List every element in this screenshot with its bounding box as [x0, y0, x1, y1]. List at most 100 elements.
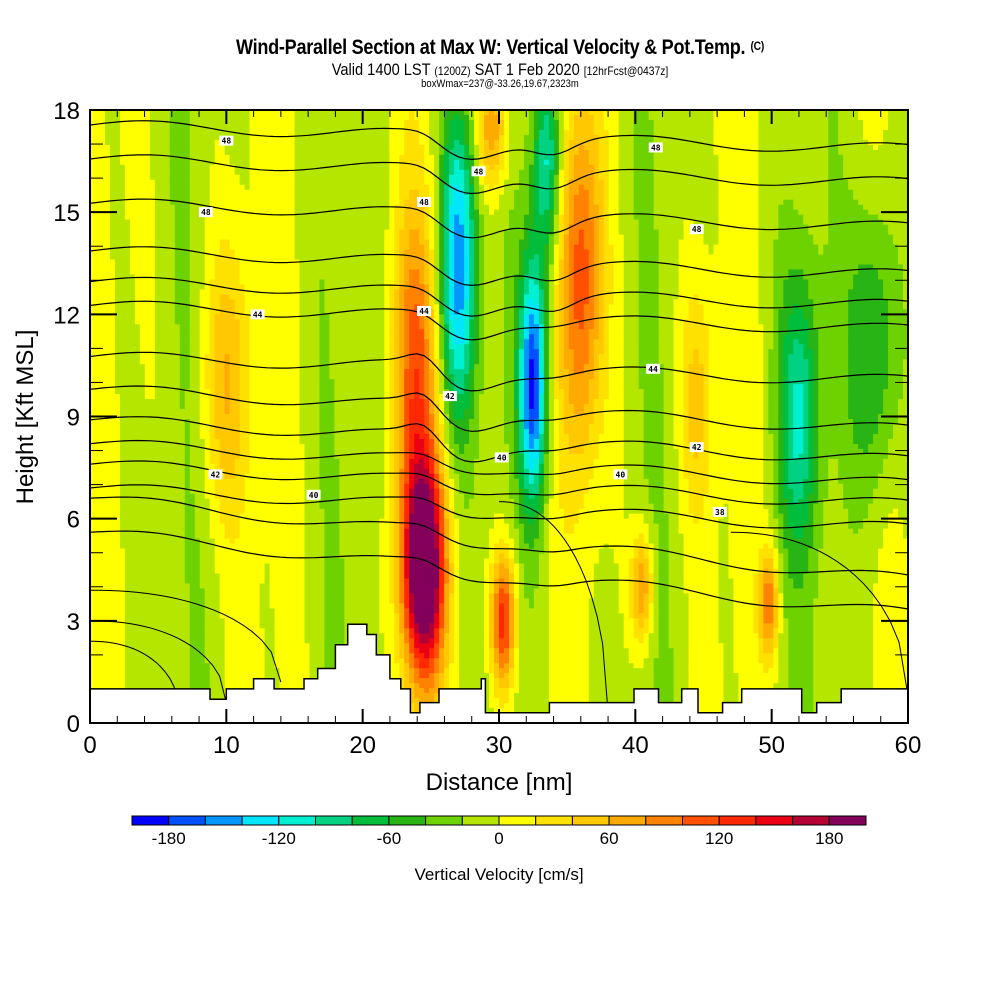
w-field-cell [439, 483, 445, 490]
w-field-cell [553, 309, 560, 315]
w-field-cell [90, 189, 111, 196]
w-field-cell [633, 184, 655, 191]
w-field-cell [449, 438, 455, 445]
w-field-cell [548, 244, 555, 251]
w-field-cell [249, 369, 301, 375]
w-field-cell [384, 354, 390, 360]
w-field-cell [199, 349, 211, 355]
w-field-cell [324, 513, 340, 520]
w-field-cell [883, 279, 904, 286]
w-field-cell [588, 329, 600, 335]
w-field-cell [249, 149, 296, 156]
w-field-cell [319, 438, 335, 445]
w-field-cell [528, 114, 535, 121]
w-field-cell [543, 344, 550, 350]
w-field-cell [643, 548, 650, 555]
w-field-cell [444, 319, 450, 325]
w-field-cell [573, 194, 590, 201]
w-field-cell [513, 354, 520, 360]
w-field-cell [668, 523, 680, 530]
w-field-cell [563, 319, 570, 325]
w-field-cell [543, 289, 550, 295]
w-field-cell [199, 294, 211, 300]
w-field-cell [429, 488, 435, 495]
w-field-cell [598, 553, 615, 560]
w-field-cell [538, 254, 545, 261]
w-field-cell [503, 409, 515, 415]
w-field-cell [778, 314, 789, 320]
w-field-cell [404, 423, 410, 430]
w-field-cell [528, 369, 535, 375]
w-field-cell [319, 503, 340, 510]
w-field-cell [808, 518, 814, 525]
w-field-cell [464, 204, 470, 211]
w-field-cell [124, 184, 156, 191]
w-field-cell [90, 463, 121, 470]
w-field-cell [888, 324, 908, 330]
w-field-cell [823, 508, 849, 515]
w-field-cell [114, 289, 136, 295]
w-field-cell [563, 364, 575, 370]
w-field-cell [903, 274, 908, 281]
w-field-cell [494, 144, 500, 151]
w-field-cell [598, 448, 625, 455]
w-field-cell [808, 329, 819, 335]
w-field-cell [553, 349, 560, 355]
w-field-cell [688, 498, 705, 505]
w-field-cell [563, 149, 570, 156]
w-field-cell [394, 498, 400, 505]
w-field-cell [184, 498, 196, 505]
w-field-cell [728, 558, 759, 565]
w-field-cell [638, 309, 660, 315]
w-field-cell [294, 179, 390, 186]
w-field-cell [888, 349, 908, 355]
w-field-cell [593, 124, 605, 131]
w-field-cell [803, 528, 814, 535]
w-field-cell [389, 110, 410, 116]
w-field-cell [214, 423, 241, 430]
w-field-cell [409, 414, 425, 420]
w-field-cell [513, 344, 520, 350]
w-field-cell [409, 349, 425, 355]
w-field-cell [888, 384, 904, 390]
w-field-cell [508, 478, 520, 485]
w-field-cell [768, 374, 779, 380]
w-field-cell [828, 473, 839, 480]
w-field-cell [558, 369, 570, 375]
w-field-cell [763, 428, 769, 435]
w-field-cell [90, 129, 106, 136]
w-field-cell [658, 553, 670, 560]
w-field-cell [658, 259, 680, 266]
w-field-cell [828, 234, 894, 241]
w-field-cell [778, 488, 784, 495]
w-field-cell [194, 498, 211, 505]
w-field-cell [469, 394, 475, 400]
w-field-cell [543, 488, 550, 495]
w-field-cell [618, 224, 640, 231]
w-field-cell [304, 563, 326, 570]
w-field-cell [214, 334, 241, 340]
w-field-cell [788, 409, 794, 415]
w-field-cell [399, 438, 405, 445]
w-field-cell [553, 174, 560, 181]
w-field-cell [693, 359, 700, 365]
w-field-cell [568, 149, 580, 156]
w-field-cell [114, 364, 146, 370]
w-field-cell [813, 379, 819, 385]
w-field-cell [449, 349, 455, 355]
w-field-cell [474, 114, 480, 121]
w-field-cell [613, 294, 625, 300]
w-field-cell [553, 164, 560, 171]
w-field-cell [778, 423, 784, 430]
w-field-cell [409, 324, 420, 330]
w-field-cell [384, 304, 390, 310]
w-field-cell [768, 359, 779, 365]
w-field-cell [454, 409, 465, 415]
w-field-cell [503, 553, 510, 560]
w-field-cell [583, 184, 595, 191]
w-field-cell [384, 418, 390, 425]
w-field-cell [249, 389, 301, 395]
w-field-cell [429, 234, 435, 241]
w-field-cell [384, 513, 390, 520]
w-field-cell [688, 369, 705, 375]
